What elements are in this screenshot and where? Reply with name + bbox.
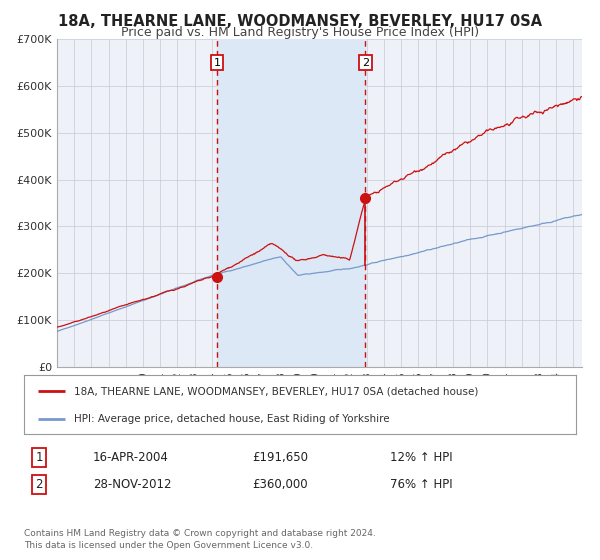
Text: £191,650: £191,650 bbox=[252, 451, 308, 464]
Text: 18A, THEARNE LANE, WOODMANSEY, BEVERLEY, HU17 0SA: 18A, THEARNE LANE, WOODMANSEY, BEVERLEY,… bbox=[58, 14, 542, 29]
Text: 76% ↑ HPI: 76% ↑ HPI bbox=[390, 478, 452, 491]
Text: 2: 2 bbox=[35, 478, 43, 491]
Text: Price paid vs. HM Land Registry's House Price Index (HPI): Price paid vs. HM Land Registry's House … bbox=[121, 26, 479, 39]
Text: 16-APR-2004: 16-APR-2004 bbox=[93, 451, 169, 464]
Text: 1: 1 bbox=[35, 451, 43, 464]
Text: 12% ↑ HPI: 12% ↑ HPI bbox=[390, 451, 452, 464]
Text: 18A, THEARNE LANE, WOODMANSEY, BEVERLEY, HU17 0SA (detached house): 18A, THEARNE LANE, WOODMANSEY, BEVERLEY,… bbox=[74, 386, 478, 396]
Bar bbox=[217, 39, 365, 367]
Text: HPI: Average price, detached house, East Riding of Yorkshire: HPI: Average price, detached house, East… bbox=[74, 414, 389, 424]
Text: £360,000: £360,000 bbox=[252, 478, 308, 491]
Text: 2: 2 bbox=[362, 58, 369, 68]
Text: 1: 1 bbox=[214, 58, 220, 68]
Text: Contains HM Land Registry data © Crown copyright and database right 2024.
This d: Contains HM Land Registry data © Crown c… bbox=[24, 529, 376, 550]
Text: 28-NOV-2012: 28-NOV-2012 bbox=[93, 478, 172, 491]
